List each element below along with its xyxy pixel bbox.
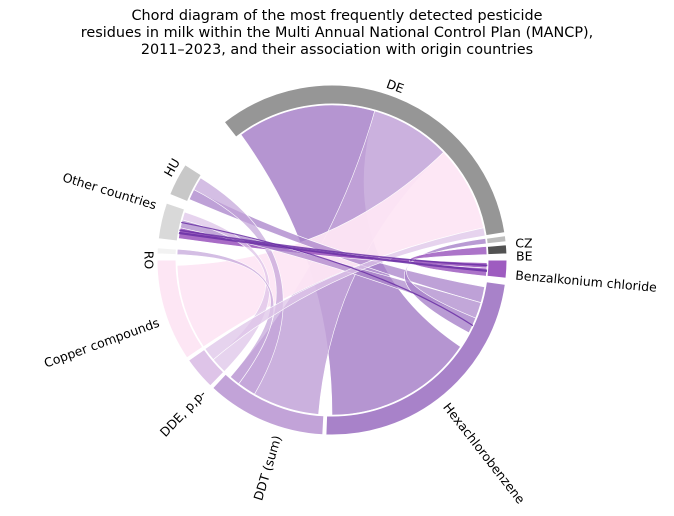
- ribbon-cz-hcb: [404, 238, 487, 334]
- ribbon-hu-ddt: [193, 177, 284, 395]
- label-cz: CZ: [515, 236, 532, 251]
- figure-title-line-2: residues in milk within the Multi Annual…: [80, 25, 594, 41]
- arc-hu: [169, 164, 202, 203]
- ribbon-accent-line: [178, 229, 488, 267]
- ribbon-ro-ddt: [176, 248, 275, 385]
- figure-title-line-1: Chord diagram of the most frequently det…: [131, 8, 543, 24]
- ribbon-layer: [176, 104, 488, 416]
- arc-cz: [485, 235, 507, 245]
- label-de: DE: [384, 76, 406, 96]
- arc-be: [486, 244, 508, 256]
- arc-dde: [187, 348, 225, 387]
- arc-hcb: [325, 281, 506, 436]
- label-ddt: DDT (sum): [250, 434, 284, 503]
- figure-title: Chord diagram of the most frequently det…: [0, 8, 674, 59]
- ribbon-accent-line: [180, 221, 474, 327]
- figure-title-line-3: 2011–2023, and their association with or…: [140, 42, 534, 58]
- arc-ro: [156, 247, 177, 256]
- ribbon-accent-line: [178, 231, 488, 272]
- label-hcb: Hexachlorobenzene: [440, 400, 528, 507]
- arc-oth: [157, 202, 186, 242]
- arc-bac: [486, 259, 508, 279]
- label-oth: Other countries: [61, 170, 159, 213]
- arc-layer: [156, 84, 508, 436]
- label-bac: Benzalkonium chloride: [515, 268, 658, 295]
- ribbon-de-dde: [204, 227, 486, 361]
- label-cu: Copper compounds: [42, 315, 161, 371]
- arc-cu: [156, 259, 204, 359]
- arc-de: [223, 84, 506, 237]
- label-ro: RO: [142, 251, 157, 270]
- label-be: BE: [516, 248, 533, 263]
- arc-ddt: [211, 373, 325, 436]
- label-dde: DDE, p,p-: [157, 386, 209, 439]
